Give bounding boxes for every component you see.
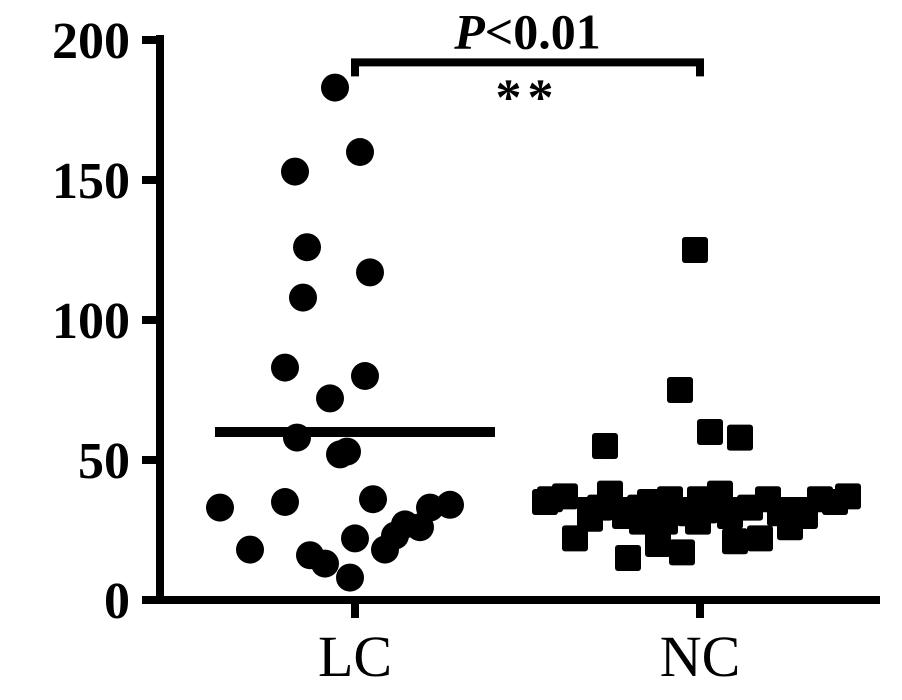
p-value-label: P<0.01 [453,3,601,59]
y-tick-label: 100 [52,293,130,350]
y-tick-label: 50 [78,433,130,490]
data-point-NC [592,433,618,459]
y-tick-label: 150 [52,153,130,210]
scatter-chart: 0 50 100 150 200 LC NC P<0.01 ** [0,0,902,700]
x-category-label-LC: LC [318,624,392,689]
data-point-LC [316,384,344,412]
data-point-LC [271,354,299,382]
data-point-LC [351,362,379,390]
data-point-LC [341,524,369,552]
data-point-LC [356,258,384,286]
data-point-LC [289,284,317,312]
data-point-NC [707,481,733,507]
data-point-NC [835,483,861,509]
x-category-label-NC: NC [660,624,741,689]
data-point-LC [346,138,374,166]
data-point-LC [359,485,387,513]
data-point-NC [552,483,578,509]
data-point-LC [436,491,464,519]
chart-svg: 0 50 100 150 200 LC NC P<0.01 ** [0,0,902,700]
data-point-NC [597,481,623,507]
data-point-NC [669,539,695,565]
data-point-NC [615,545,641,571]
y-tick-label: 200 [52,13,130,70]
data-point-NC [697,419,723,445]
data-point-NC [645,531,671,557]
data-point-LC [321,74,349,102]
significance-stars: ** [496,69,560,126]
data-point-NC [667,377,693,403]
data-point-LC [333,438,361,466]
data-point-NC [727,425,753,451]
data-point-NC [722,528,748,554]
data-point-LC [283,424,311,452]
data-point-LC [281,158,309,186]
data-point-LC [206,494,234,522]
data-point-NC [682,237,708,263]
data-point-LC [271,488,299,516]
data-point-LC [336,564,364,592]
data-point-NC [747,525,773,551]
data-point-LC [311,550,339,578]
data-point-NC [652,509,678,535]
data-point-LC [293,233,321,261]
data-point-LC [236,536,264,564]
y-tick-label: 0 [104,573,130,630]
